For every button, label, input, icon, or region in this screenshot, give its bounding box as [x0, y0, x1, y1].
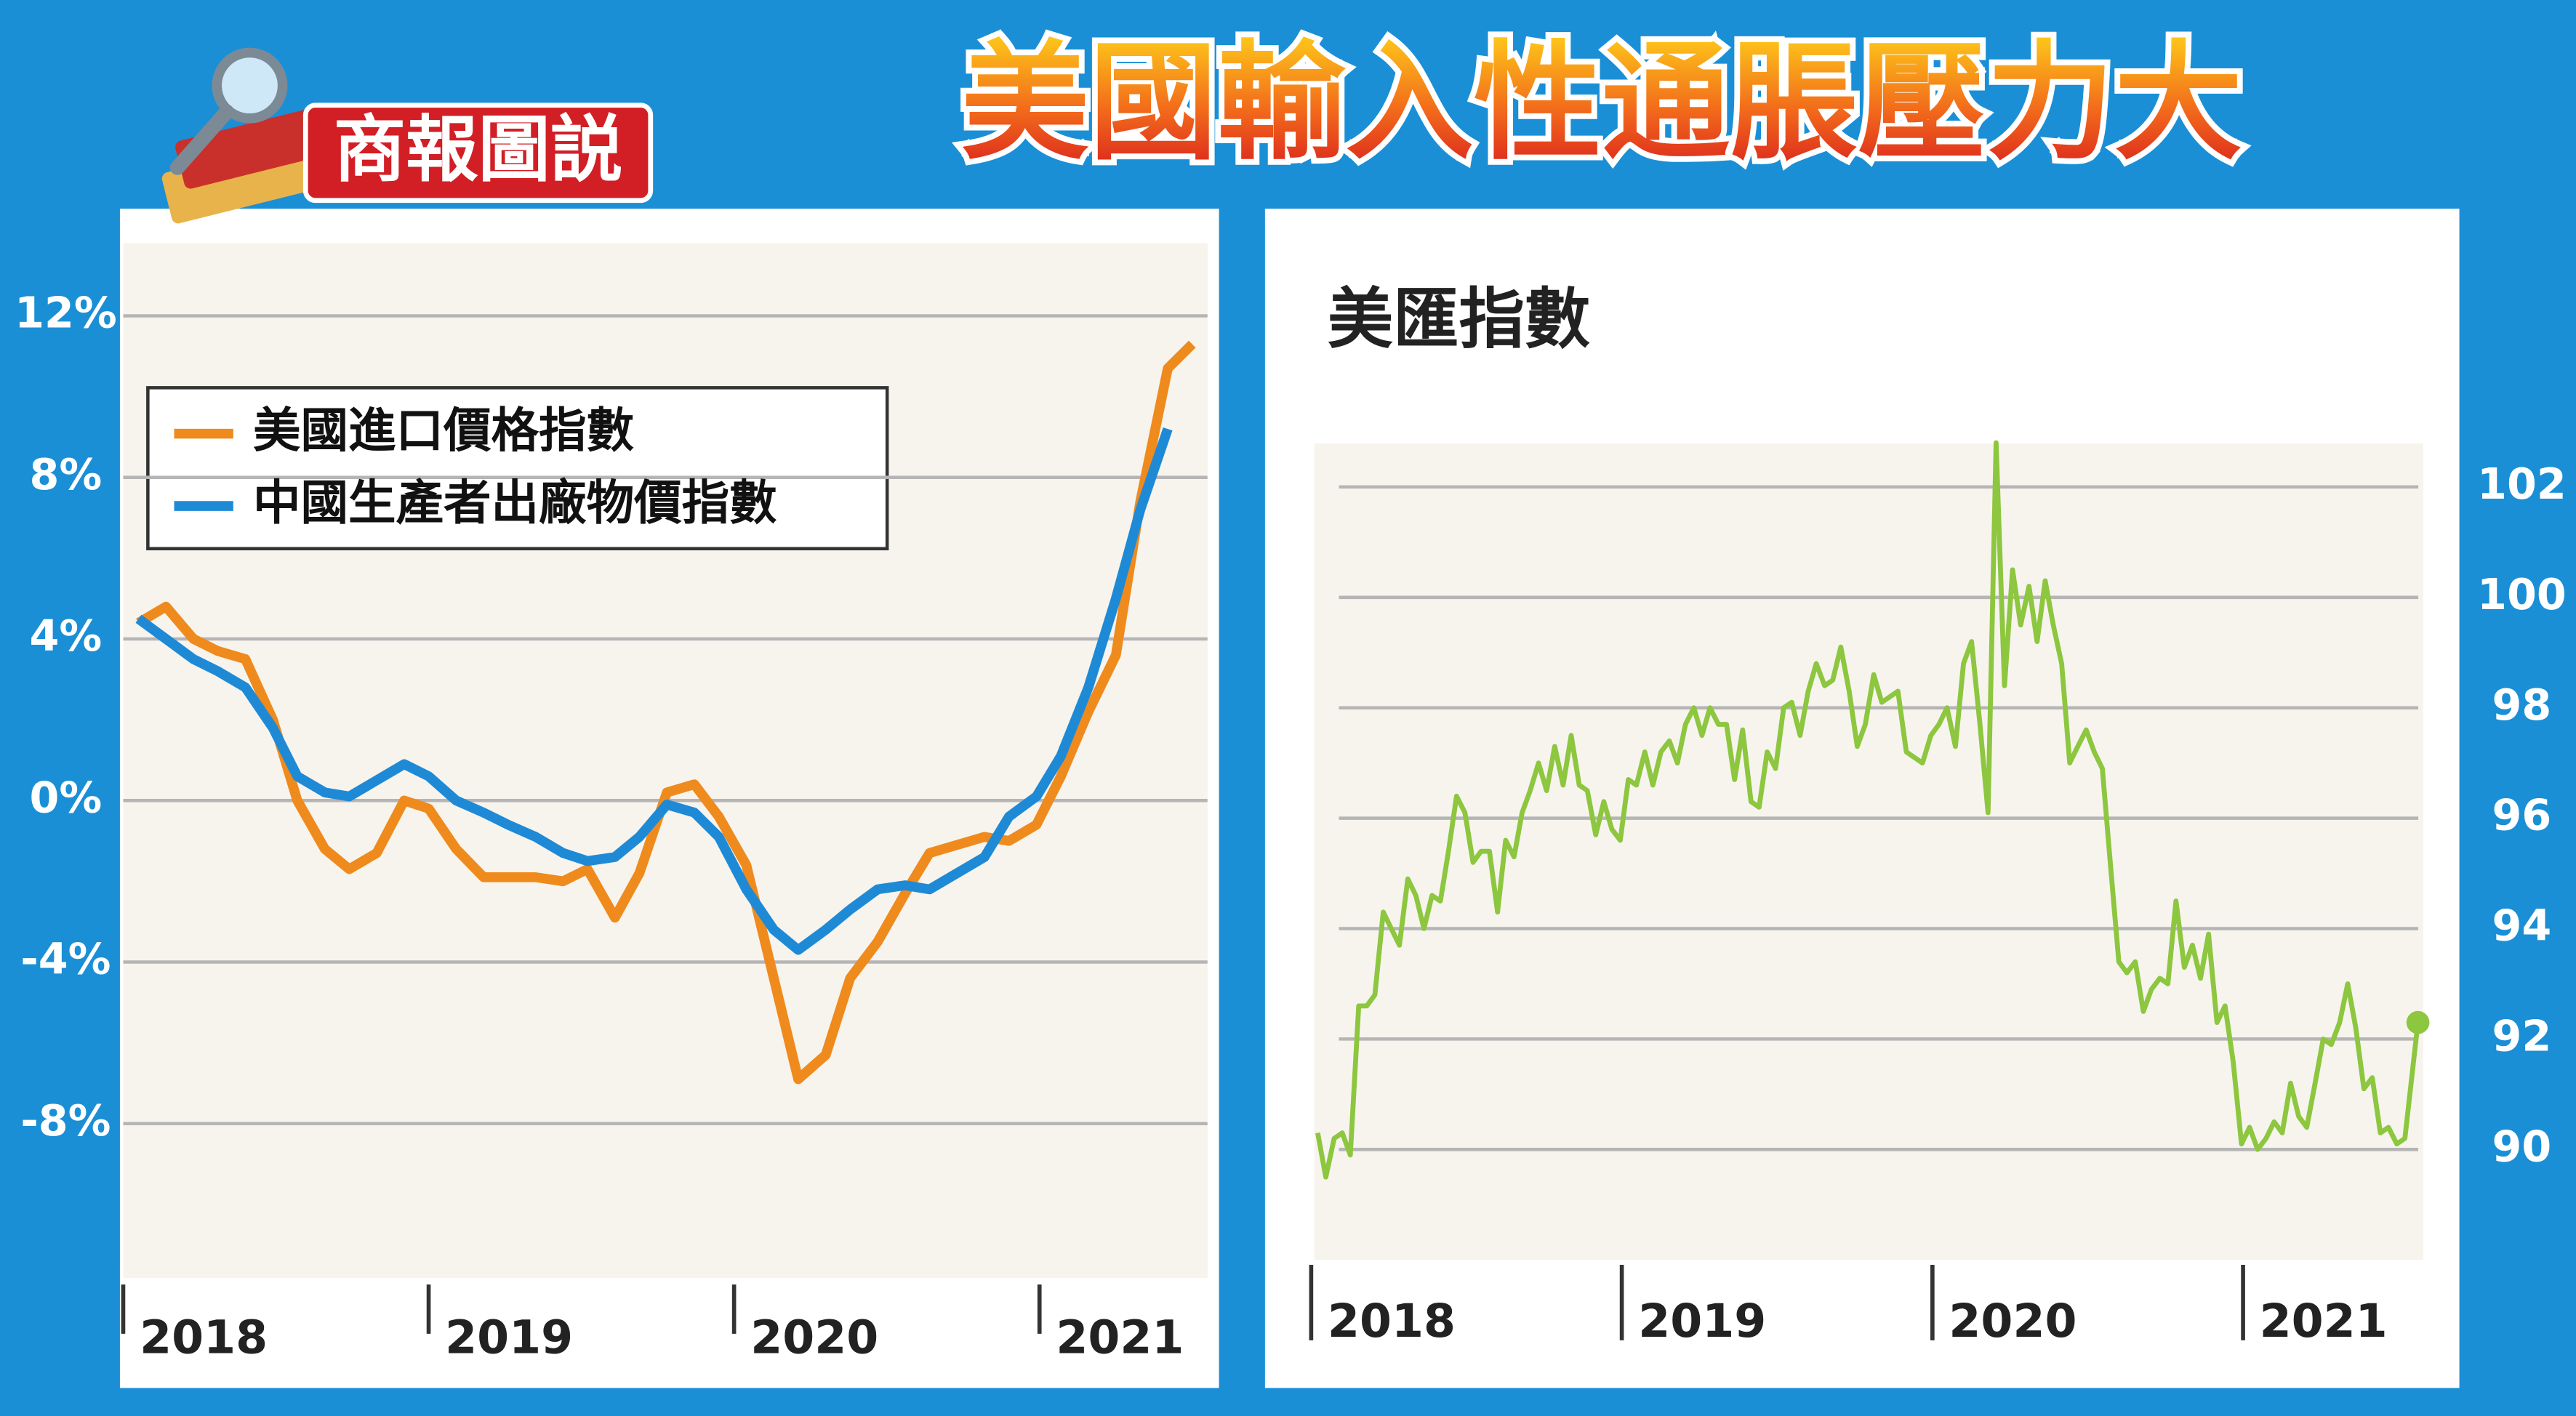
legend-label: 美國進口價格指數 [253, 403, 634, 459]
y-tick-label: 90 [2492, 1121, 2552, 1171]
logo-text: 商報圖説 [334, 108, 623, 192]
logo-box [302, 102, 654, 204]
y-tick-label: 12% [15, 288, 117, 338]
series-line [135, 427, 1173, 955]
y-tick-label: 100 [2477, 569, 2567, 619]
main-title: 美國輸入性通脹壓力大 [961, 28, 2242, 177]
y-tick-label: 92 [2492, 1011, 2552, 1061]
x-tick-label: 2018 [1328, 1294, 1456, 1348]
y-tick-label: 4% [30, 611, 103, 661]
x-tick-label: 2020 [750, 1311, 878, 1364]
series-line [1315, 440, 2420, 1180]
x-tick-label: 2019 [1638, 1294, 1766, 1348]
y-tick-label: -4% [20, 934, 111, 984]
legend-box [146, 386, 889, 551]
y-tick-label: 0% [30, 772, 103, 822]
y-tick-label: 98 [2492, 680, 2552, 730]
logo-icon [161, 47, 348, 224]
x-tick-label: 2021 [2260, 1294, 2388, 1348]
y-tick-label: -8% [20, 1095, 111, 1146]
x-tick-label: 2018 [140, 1311, 268, 1364]
y-tick-label: 8% [30, 449, 103, 499]
y-tick-label: 96 [2492, 790, 2552, 840]
legend-label: 中國生產者出廠物價指數 [253, 475, 777, 531]
chart-title: 美匯指數 [1328, 281, 1590, 358]
series-line [136, 340, 1196, 1085]
x-tick-label: 2020 [1949, 1294, 2077, 1348]
end-marker [2406, 1010, 2430, 1034]
x-tick-label: 2021 [1056, 1311, 1184, 1364]
y-tick-label: 94 [2492, 901, 2552, 951]
x-tick-label: 2019 [445, 1311, 573, 1364]
y-tick-label: 102 [2477, 459, 2567, 509]
